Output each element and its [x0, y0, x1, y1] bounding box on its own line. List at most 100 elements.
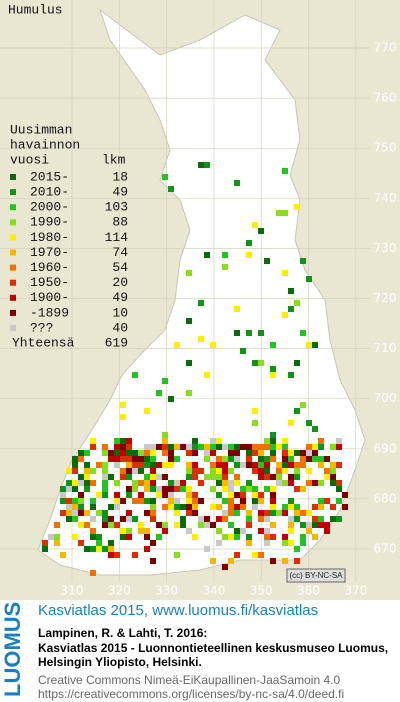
record-square: [252, 492, 258, 498]
record-square: [258, 462, 264, 468]
record-square: [102, 444, 108, 450]
record-square: [180, 480, 186, 486]
record-square: [240, 486, 246, 492]
record-square: [162, 528, 168, 534]
record-square: [162, 444, 168, 450]
record-square: [144, 486, 150, 492]
record-square: [216, 468, 222, 474]
record-square: [90, 438, 96, 444]
record-square: [96, 540, 102, 546]
record-square: [336, 486, 342, 492]
record-square: [168, 450, 174, 456]
record-square: [264, 510, 270, 516]
record-square: [174, 486, 180, 492]
record-square: [102, 462, 108, 468]
record-square: [282, 540, 288, 546]
record-square: [114, 456, 120, 462]
record-square: [102, 480, 108, 486]
record-square: [204, 516, 210, 522]
license-url[interactable]: https://creativecommons.org/licenses/by-…: [38, 687, 345, 701]
record-square: [318, 498, 324, 504]
record-square: [186, 510, 192, 516]
record-square: [120, 468, 126, 474]
record-square: [324, 456, 330, 462]
record-square: [216, 528, 222, 534]
record-square: [150, 516, 156, 522]
record-square: [72, 462, 78, 468]
record-square: [204, 450, 210, 456]
legend-swatch: [10, 249, 16, 256]
record-square: [336, 498, 342, 504]
record-square: [330, 468, 336, 474]
record-square: [114, 462, 120, 468]
record-square: [102, 546, 108, 552]
record-square: [204, 252, 210, 258]
atlas-link[interactable]: Kasviatlas 2015, www.luomus.fi/kasviatla…: [38, 602, 319, 619]
record-square: [210, 474, 216, 480]
record-square: [156, 462, 162, 468]
record-square: [162, 438, 168, 444]
record-square: [186, 318, 192, 324]
record-square: [54, 540, 60, 546]
record-square: [276, 510, 282, 516]
record-square: [78, 492, 84, 498]
record-square: [144, 456, 150, 462]
record-square: [144, 498, 150, 504]
record-square: [294, 360, 300, 366]
record-square: [120, 474, 126, 480]
legend-count: 18: [112, 169, 128, 184]
record-square: [168, 444, 174, 450]
legend-label: 1980-: [30, 230, 69, 245]
record-square: [288, 306, 294, 312]
record-square: [108, 546, 114, 552]
record-square: [150, 498, 156, 504]
record-square: [60, 510, 66, 516]
record-square: [174, 522, 180, 528]
record-square: [60, 492, 66, 498]
record-square: [150, 510, 156, 516]
record-square: [228, 522, 234, 528]
record-square: [252, 222, 258, 228]
record-square: [276, 474, 282, 480]
record-square: [258, 474, 264, 480]
record-square: [264, 258, 270, 264]
record-square: [210, 468, 216, 474]
license-badge: (cc) BY-NC-SA: [289, 571, 343, 580]
record-square: [54, 522, 60, 528]
record-square: [114, 552, 120, 558]
legend-swatch: [10, 325, 16, 331]
record-square: [138, 462, 144, 468]
map: 770 760 750 740 730 720 710 700 690 680 670 310 320 3…: [0, 0, 400, 600]
record-square: [300, 456, 306, 462]
record-square: [330, 444, 336, 450]
legend-count: 49: [112, 185, 128, 200]
record-square: [198, 444, 204, 450]
record-square: [66, 486, 72, 492]
record-square: [246, 480, 252, 486]
record-square: [270, 342, 276, 348]
record-square: [246, 522, 252, 528]
record-square: [246, 540, 252, 546]
record-square: [120, 414, 126, 420]
record-square: [78, 504, 84, 510]
record-square: [126, 486, 132, 492]
record-square: [120, 528, 126, 534]
record-square: [240, 462, 246, 468]
record-square: [306, 276, 312, 282]
record-square: [96, 546, 102, 552]
record-square: [234, 552, 240, 558]
record-square: [258, 492, 264, 498]
record-square: [324, 528, 330, 534]
record-square: [210, 558, 216, 564]
record-square: [102, 474, 108, 480]
record-square: [180, 444, 186, 450]
record-square: [312, 426, 318, 432]
record-square: [102, 486, 108, 492]
record-square: [186, 528, 192, 534]
y-grid-label: 750: [374, 141, 397, 155]
record-square: [234, 444, 240, 450]
record-square: [90, 528, 96, 534]
record-square: [228, 444, 234, 450]
legend-label: ???: [30, 320, 53, 335]
